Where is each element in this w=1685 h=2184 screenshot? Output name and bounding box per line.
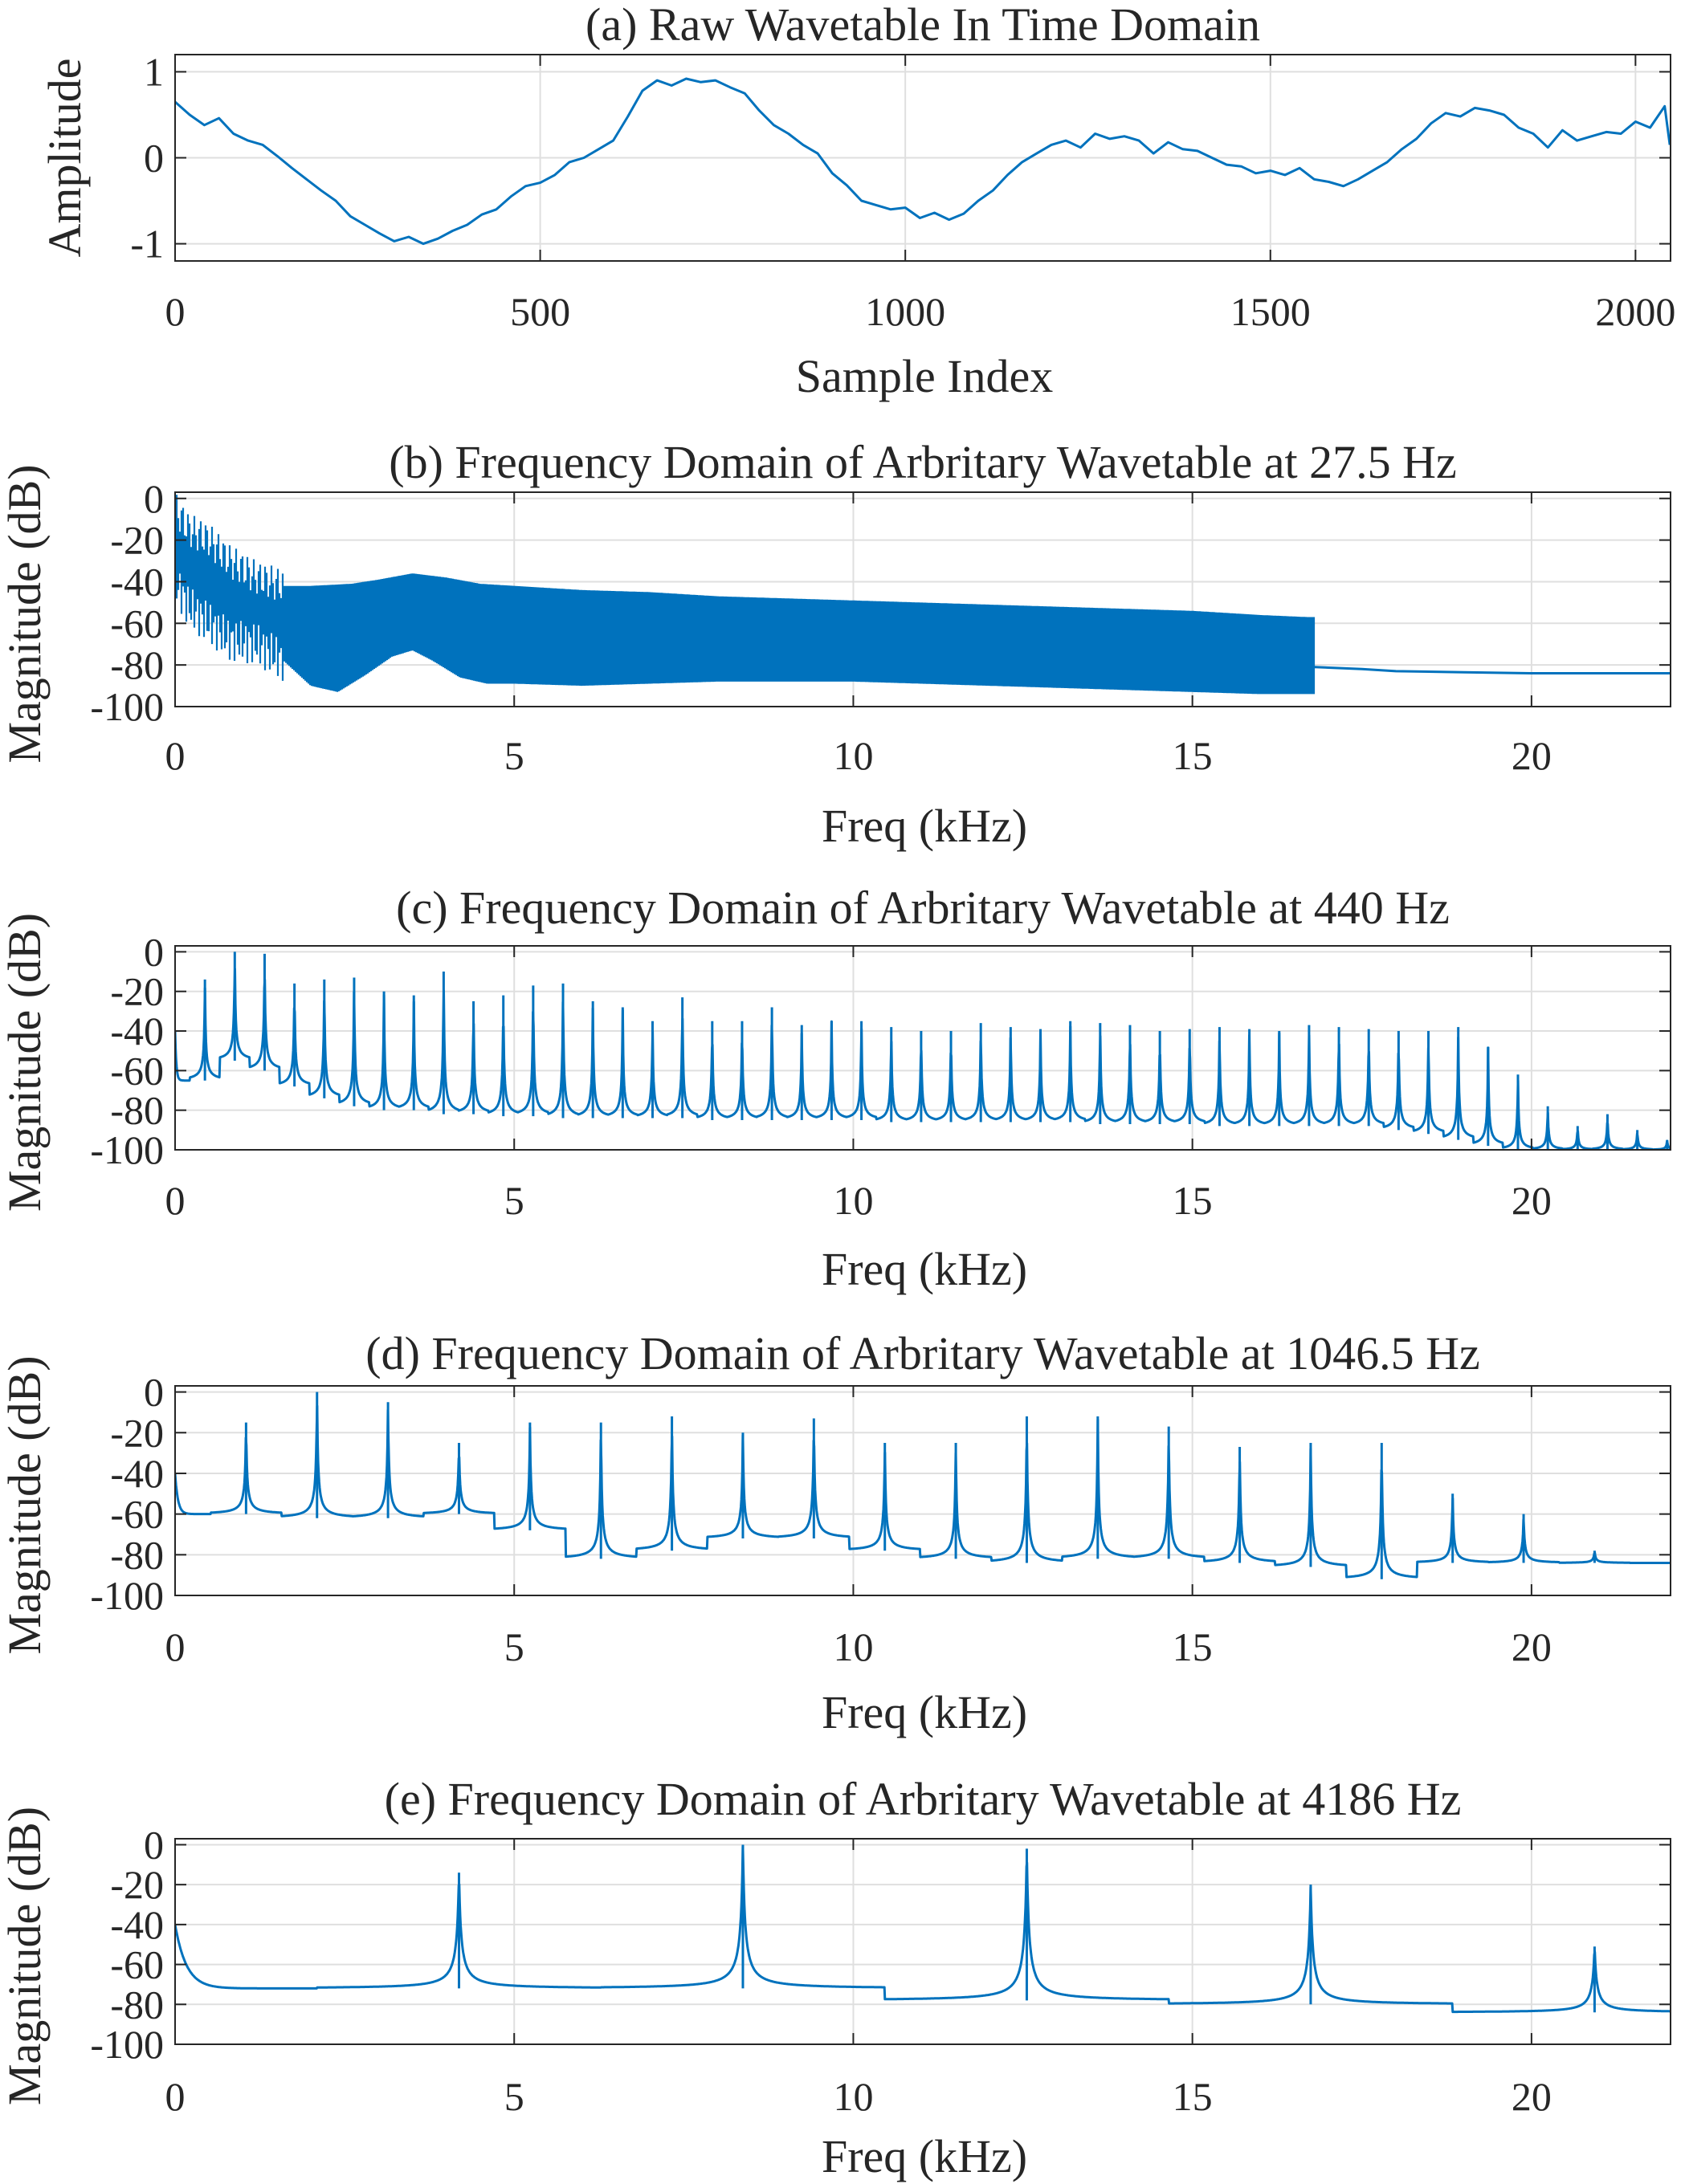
y-axis-label: Magnitude (dB)	[0, 913, 51, 1212]
x-tick-label: 15	[1173, 2074, 1213, 2119]
series-spectrum	[175, 1404, 1671, 1579]
y-tick-label: -1	[130, 222, 164, 267]
y-axis-label: Magnitude (dB)	[0, 1807, 51, 2105]
y-axis-label: Magnitude (dB)	[0, 464, 51, 763]
x-tick-label: 20	[1512, 1624, 1552, 1669]
x-tick-label: 0	[165, 289, 186, 334]
x-tick-label: 10	[833, 1178, 873, 1223]
x-tick-label: 5	[504, 1178, 524, 1223]
x-tick-label: 15	[1173, 733, 1213, 778]
series-line	[175, 77, 1671, 246]
series-spectrum	[175, 1844, 1671, 2014]
axes-box	[174, 491, 1671, 707]
y-tick-label: -40	[110, 1451, 164, 1496]
y-tick-label: 0	[144, 1370, 164, 1415]
y-tick-label: -60	[110, 1492, 164, 1537]
series-noise-floor	[1314, 666, 1671, 674]
y-tick-label: -100	[90, 684, 164, 729]
x-tick-label: 20	[1512, 2074, 1552, 2119]
y-axis-label: Amplitude	[39, 58, 91, 257]
x-axis-label: Freq (kHz)	[822, 1686, 1027, 1738]
y-tick-label: -20	[110, 518, 164, 563]
y-tick-label: -20	[110, 1410, 164, 1455]
x-tick-label: 10	[833, 1624, 873, 1669]
panel-title: (b) Frequency Domain of Arbritary Waveta…	[389, 436, 1456, 488]
panel-d: 0 5 10 15 200-20-40-60-80-100(d) Frequency D…	[0, 1327, 1671, 1738]
y-tick-label: -100	[90, 2022, 164, 2067]
x-axis-label: Freq (kHz)	[822, 1243, 1027, 1295]
x-tick-label: 15	[1173, 1624, 1213, 1669]
y-tick-label: -20	[110, 1862, 164, 1907]
x-tick-label: 2000	[1595, 289, 1675, 334]
x-tick-label: 0	[165, 1178, 186, 1223]
axes-box	[174, 945, 1671, 1151]
y-tick-label: -80	[110, 1532, 164, 1577]
y-tick-label: -60	[110, 1048, 164, 1093]
panel-title: (d) Frequency Domain of Arbritary Waveta…	[365, 1327, 1479, 1379]
x-tick-label: 0	[165, 2074, 186, 2119]
y-tick-label: -100	[90, 1573, 164, 1618]
axes-box	[174, 1385, 1671, 1596]
panel-e: 0 5 10 15 200-20-40-60-80-100(e) Frequency D…	[0, 1773, 1671, 2182]
x-tick-label: 5	[504, 2074, 524, 2119]
panel-b: 0 5 10 15 200-20-40-60-80-100(b) Frequency D…	[0, 436, 1671, 852]
y-tick-label: -100	[90, 1127, 164, 1172]
x-tick-label: 1000	[865, 289, 945, 334]
y-tick-label: -80	[110, 1982, 164, 2027]
x-tick-label: 20	[1512, 733, 1552, 778]
x-tick-label: 1500	[1230, 289, 1311, 334]
y-tick-label: -80	[110, 1088, 164, 1133]
panel-title: (c) Frequency Domain of Arbritary Waveta…	[396, 882, 1450, 934]
y-tick-label: -80	[110, 642, 164, 687]
panel-a: 0 500 1000 1500 2000-101(a) Raw Wavetable In…	[39, 0, 1675, 402]
y-tick-label: 0	[144, 1822, 164, 1867]
x-tick-label: 0	[165, 733, 186, 778]
y-tick-label: -40	[110, 1008, 164, 1053]
y-tick-label: 1	[144, 49, 164, 94]
x-tick-label: 10	[833, 2074, 873, 2119]
x-tick-label: 15	[1173, 1178, 1213, 1223]
y-tick-label: 0	[144, 476, 164, 521]
x-tick-label: 0	[165, 1624, 186, 1669]
x-tick-label: 20	[1512, 1178, 1552, 1223]
x-tick-label: 5	[504, 733, 524, 778]
x-axis-label: Freq (kHz)	[822, 2130, 1027, 2182]
x-axis-label: Freq (kHz)	[822, 800, 1027, 852]
y-tick-label: 0	[144, 929, 164, 974]
y-axis-label: Magnitude (dB)	[0, 1355, 51, 1654]
panel-title: (e) Frequency Domain of Arbritary Waveta…	[385, 1773, 1462, 1825]
y-tick-label: -60	[110, 1942, 164, 1987]
axes-box	[174, 1838, 1671, 2045]
series-dense-spectrum	[175, 495, 1316, 695]
panel-title: (a) Raw Wavetable In Time Domain	[585, 0, 1260, 51]
y-tick-label: 0	[144, 136, 164, 181]
series-spectrum	[175, 968, 1671, 1150]
x-tick-label: 10	[833, 733, 873, 778]
x-axis-label: Sample Index	[796, 350, 1054, 402]
x-tick-label: 5	[504, 1624, 524, 1669]
y-tick-label: -40	[110, 1902, 164, 1947]
y-tick-label: -60	[110, 601, 164, 646]
y-tick-label: -40	[110, 559, 164, 604]
x-tick-label: 500	[510, 289, 570, 334]
y-tick-label: -20	[110, 969, 164, 1014]
panel-c: 0 5 10 15 200-20-40-60-80-100(c) Frequency D…	[0, 882, 1671, 1295]
